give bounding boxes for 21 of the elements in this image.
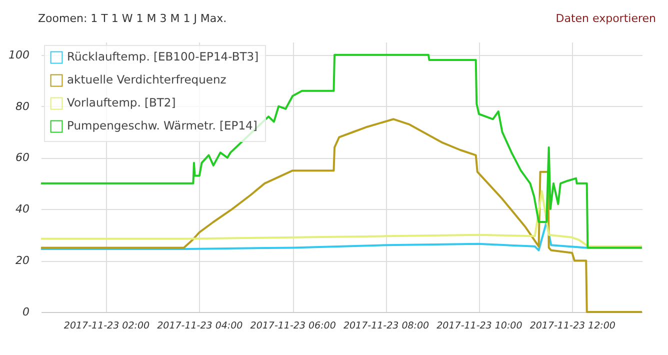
x-tick-label: 2017-11-23 02:00 bbox=[64, 320, 150, 332]
x-tick-label: 2017-11-23 06:00 bbox=[250, 320, 336, 332]
line-series bbox=[40, 118, 643, 313]
y-tick-label: 40 bbox=[16, 202, 30, 216]
text: Daten exportieren bbox=[556, 12, 656, 25]
legend-label: Pumpengeschw. Wärmetr. [EP14] bbox=[67, 118, 258, 132]
x-tick-label: 2017-11-23 10:00 bbox=[436, 320, 522, 332]
y-tick-label: 100 bbox=[8, 48, 30, 62]
y-tick-label: 20 bbox=[16, 254, 30, 268]
y-tick-label: 0 bbox=[22, 306, 30, 318]
y-tick-label: 80 bbox=[16, 100, 30, 113]
line-series bbox=[40, 190, 643, 248]
y-tick-label: 60 bbox=[16, 151, 30, 164]
text: Zoomen: 1 T 1 W 1 M 3 M 1 J Max. bbox=[38, 12, 227, 25]
line-series bbox=[40, 54, 643, 249]
legend-label: Vorlauftemp. [BT2] bbox=[67, 96, 176, 110]
legend-label: aktuelle Verdichterfrequenz bbox=[67, 72, 226, 86]
x-tick-label: 2017-11-23 08:00 bbox=[343, 320, 430, 332]
x-tick-label: 2017-11-23 12:00 bbox=[530, 320, 616, 332]
x-tick-label: 2017-11-23 04:00 bbox=[157, 320, 243, 332]
legend-label: Rücklauftemp. [EB100-EP14-BT3] bbox=[67, 50, 259, 64]
